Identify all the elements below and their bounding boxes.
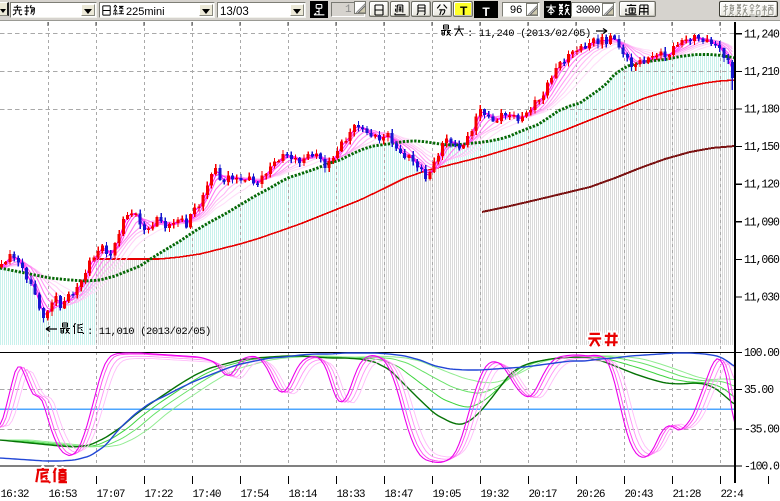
svg-text:22:4: 22:4 xyxy=(721,489,745,501)
svg-text:18:33: 18:33 xyxy=(337,489,365,501)
svg-text:11,180: 11,180 xyxy=(744,104,780,117)
svg-text:11,210: 11,210 xyxy=(744,66,780,79)
svg-text:19:32: 19:32 xyxy=(481,489,509,501)
svg-text:16:32: 16:32 xyxy=(1,489,29,501)
svg-text:-100.0: -100.0 xyxy=(744,461,780,474)
svg-text:17:54: 17:54 xyxy=(241,489,270,501)
svg-text:21:28: 21:28 xyxy=(673,489,701,501)
svg-text:225mini: 225mini xyxy=(126,6,165,17)
svg-text:18:14: 18:14 xyxy=(289,489,318,501)
svg-text:20:17: 20:17 xyxy=(529,489,557,501)
svg-text:20:43: 20:43 xyxy=(625,489,653,501)
svg-text:11,120: 11,120 xyxy=(744,179,780,192)
svg-text:T: T xyxy=(460,4,468,17)
svg-text:11,150: 11,150 xyxy=(744,141,780,154)
svg-text:: 11,010 (2013/02/05): : 11,010 (2013/02/05) xyxy=(87,326,211,338)
svg-text:: 11,240 (2013/02/05): : 11,240 (2013/02/05) xyxy=(467,28,591,40)
svg-text:13/03: 13/03 xyxy=(220,6,249,17)
svg-text:11,090: 11,090 xyxy=(744,216,780,229)
svg-text:11,060: 11,060 xyxy=(744,254,780,267)
svg-text:16:53: 16:53 xyxy=(49,489,77,501)
svg-text:20:26: 20:26 xyxy=(577,489,605,501)
svg-text:11,240: 11,240 xyxy=(744,28,780,41)
svg-text:-35.00: -35.00 xyxy=(744,424,780,437)
svg-text:17:40: 17:40 xyxy=(193,489,221,501)
svg-text:35.00: 35.00 xyxy=(744,384,774,397)
svg-text:19:05: 19:05 xyxy=(433,489,461,501)
svg-text:11,030: 11,030 xyxy=(744,292,780,305)
svg-text:17:22: 17:22 xyxy=(145,489,173,501)
svg-text:18:47: 18:47 xyxy=(385,489,413,501)
svg-text:100.00: 100.00 xyxy=(744,347,780,360)
svg-text:17:07: 17:07 xyxy=(97,489,125,501)
